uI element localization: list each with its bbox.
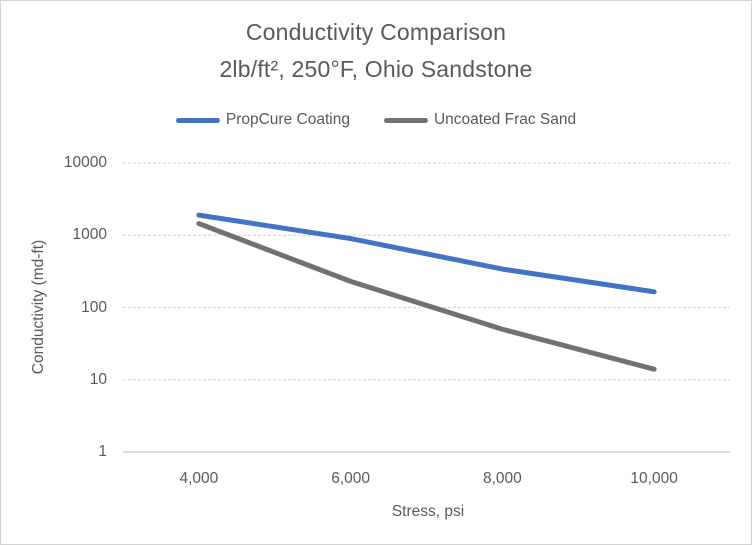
y-tick-label: 100 <box>81 298 107 316</box>
legend-label-uncoated: Uncoated Frac Sand <box>433 111 577 128</box>
chart-subtitle: 2lb/ft², 250°F, Ohio Sandstone <box>219 56 533 82</box>
series-line-uncoated-frac-sand <box>196 221 657 372</box>
chart-title-block: Conductivity Comparison 2lb/ft², 250°F, … <box>1 14 751 88</box>
legend-swatch-uncoated <box>383 117 428 123</box>
legend: PropCure Coating Uncoated Frac Sand <box>1 111 751 129</box>
x-tick-label: 6,000 <box>331 470 371 487</box>
x-tick-label: 10,000 <box>630 470 678 487</box>
legend-label-propcure: PropCure Coating <box>225 111 350 128</box>
x-tick-label: 8,000 <box>482 470 522 487</box>
y-tick-label: 10000 <box>63 154 107 171</box>
y-tick-label: 10 <box>89 370 107 388</box>
chart-title: Conductivity Comparison <box>245 19 507 45</box>
x-tick-label: 4,000 <box>179 470 219 487</box>
legend-item-uncoated: Uncoated Frac Sand <box>383 111 577 129</box>
legend-swatch-propcure <box>175 117 220 123</box>
y-tick-label: 1 <box>98 443 107 460</box>
legend-item-propcure: PropCure Coating <box>175 111 350 129</box>
y-axis-title: Conductivity (md-ft) <box>30 239 47 375</box>
y-tick-label: 1000 <box>72 226 107 244</box>
x-axis-title: Stress, psi <box>391 503 465 520</box>
series-line-propcure-coating <box>196 212 657 295</box>
